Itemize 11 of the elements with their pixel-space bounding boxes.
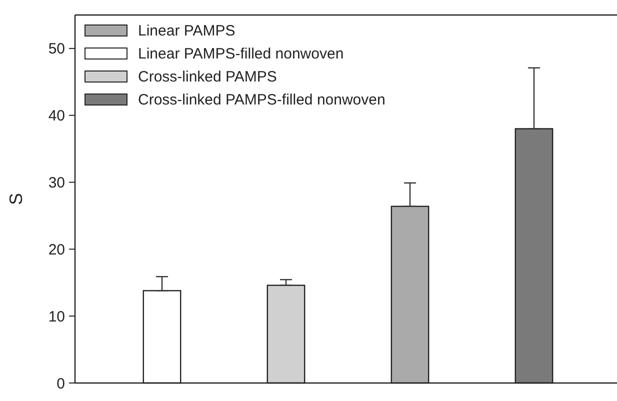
legend-label: Linear PAMPS xyxy=(138,22,236,40)
y-tick-label: 30 xyxy=(48,174,65,192)
y-tick-label: 50 xyxy=(48,40,65,58)
y-axis-title: S xyxy=(6,192,26,206)
y-tick-label: 0 xyxy=(56,375,65,392)
legend-label: Cross-linked PAMPS xyxy=(138,68,277,86)
y-tick-label: 40 xyxy=(48,108,65,125)
legend-label: Linear PAMPS-filled nonwoven xyxy=(138,45,344,62)
y-tick-label: 10 xyxy=(48,308,65,326)
legend-label: Cross-linked PAMPS-filled nonwoven xyxy=(138,91,386,108)
y-tick-label: 20 xyxy=(48,241,65,258)
